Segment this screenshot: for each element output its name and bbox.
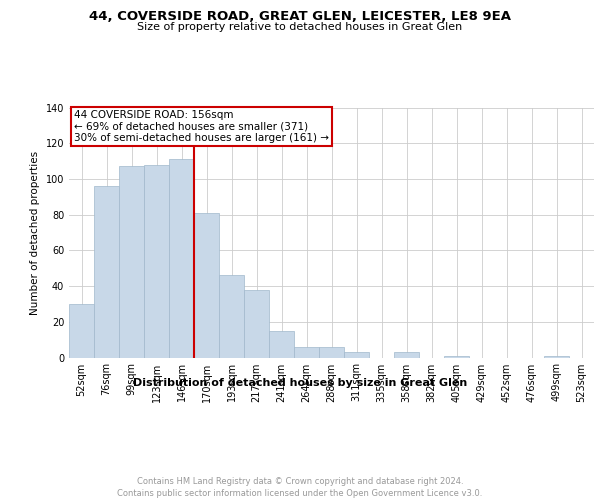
Y-axis label: Number of detached properties: Number of detached properties [30, 150, 40, 314]
Bar [219, 276, 244, 357]
Text: Size of property relative to detached houses in Great Glen: Size of property relative to detached ho… [137, 22, 463, 32]
Text: 44, COVERSIDE ROAD, GREAT GLEN, LEICESTER, LE8 9EA: 44, COVERSIDE ROAD, GREAT GLEN, LEICESTE… [89, 10, 511, 23]
Bar [194, 213, 219, 358]
Bar [169, 160, 194, 358]
Bar [444, 356, 469, 358]
Text: Contains HM Land Registry data © Crown copyright and database right 2024.
Contai: Contains HM Land Registry data © Crown c… [118, 476, 482, 498]
Bar [544, 356, 569, 358]
Bar [294, 347, 319, 358]
Bar [394, 352, 419, 358]
Bar [144, 164, 169, 358]
Bar [269, 330, 294, 357]
Text: Distribution of detached houses by size in Great Glen: Distribution of detached houses by size … [133, 378, 467, 388]
Bar [244, 290, 269, 358]
Bar [69, 304, 94, 358]
Bar [119, 166, 144, 358]
Bar [344, 352, 369, 358]
Bar [319, 347, 344, 358]
Bar [94, 186, 119, 358]
Text: 44 COVERSIDE ROAD: 156sqm
← 69% of detached houses are smaller (371)
30% of semi: 44 COVERSIDE ROAD: 156sqm ← 69% of detac… [74, 110, 329, 143]
